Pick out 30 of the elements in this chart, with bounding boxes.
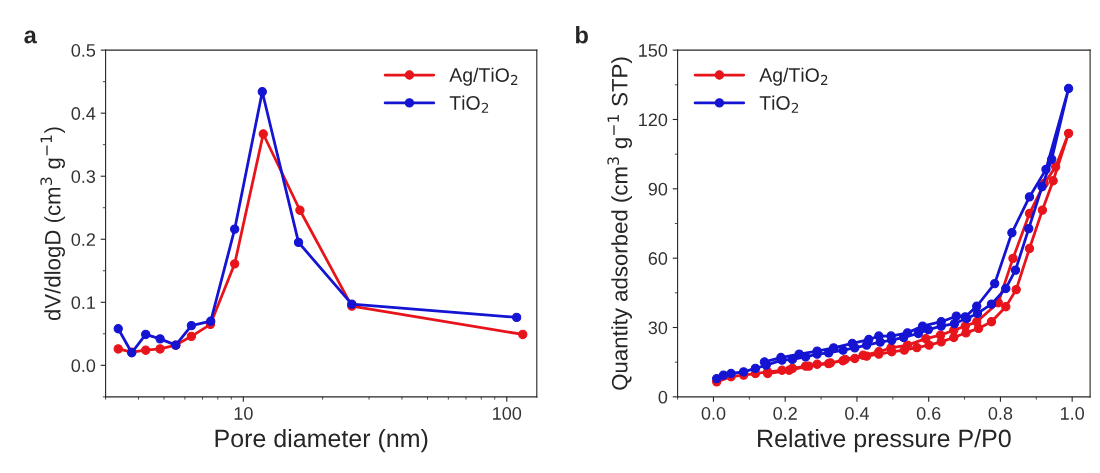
y-tick-label: 0 <box>658 390 668 404</box>
x-tick-label: 10 <box>234 407 253 420</box>
y-tick-label: 0.3 <box>71 170 96 183</box>
x-tick-label: 1.0 <box>1060 407 1085 420</box>
x-axis-title: Relative pressure P/P0 <box>758 428 1011 453</box>
y-tick-label: 150 <box>639 44 668 57</box>
x-axis-title: Pore diameter (nm) <box>215 428 428 453</box>
x-tick-label: 0.6 <box>916 407 941 420</box>
y-tick-label: 90 <box>648 182 668 196</box>
legend-label: TiO$_{2}$ <box>449 95 489 113</box>
legend-label: Ag/TiO$_{2}$ <box>449 67 518 86</box>
y-tick-label: 0.2 <box>71 233 95 246</box>
x-tick-label: 100 <box>493 407 522 420</box>
y-tick-label: 60 <box>648 252 668 265</box>
text: b <box>576 26 588 44</box>
x-tick-label: 0.4 <box>845 407 869 420</box>
y-axis-title: Quantity adsorbed (cm$^{3}$ g$^{−1}$ STP) <box>607 57 632 390</box>
text: a <box>24 30 37 44</box>
y-tick-label: 120 <box>639 113 668 127</box>
y-tick-label: 0.0 <box>71 359 96 373</box>
y-tick-label: 0.4 <box>71 107 96 120</box>
y-tick-label: 0.5 <box>71 44 96 57</box>
y-axis-title: dV/dlogD (cm$^{3}$ g$^{−1}$) <box>40 127 65 321</box>
x-tick-label: 0.0 <box>701 407 726 420</box>
x-tick-label: 0.2 <box>773 407 797 420</box>
legend-label: Ag/TiO$_{2}$ <box>759 67 828 86</box>
y-tick-label: 30 <box>648 321 668 335</box>
legend-label: TiO$_{2}$ <box>759 95 799 113</box>
y-tick-label: 0.1 <box>71 296 95 310</box>
x-tick-label: 0.8 <box>988 407 1013 420</box>
